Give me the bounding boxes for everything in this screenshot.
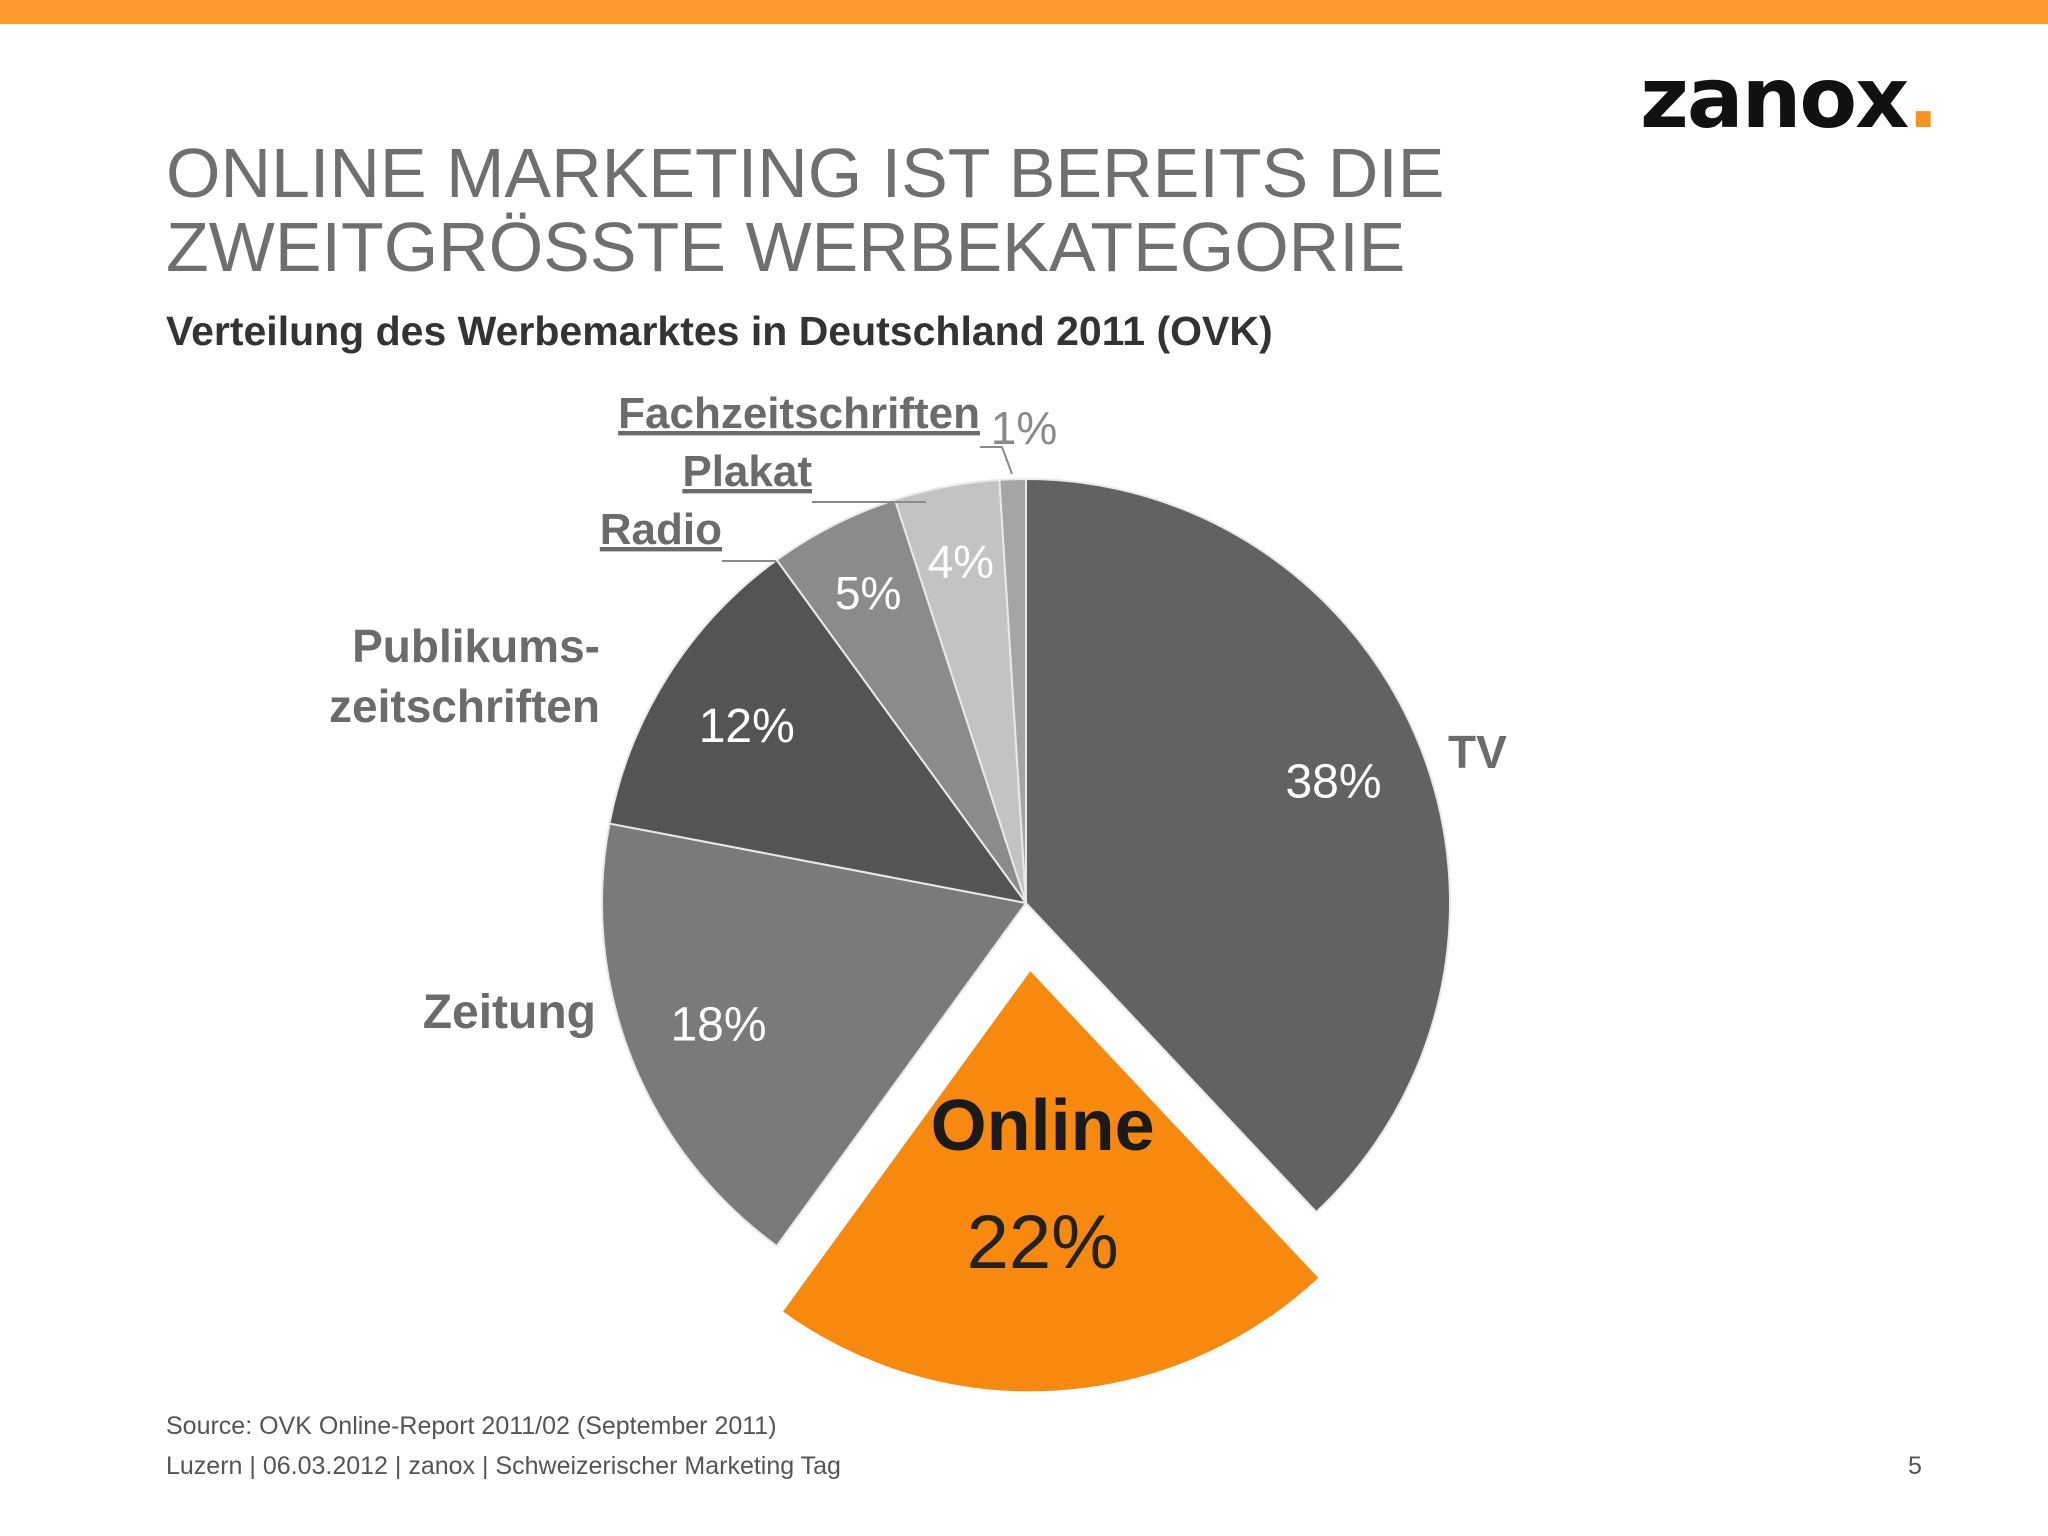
pie-slice-online — [779, 967, 1322, 1395]
category-label-fachzeitschriften: Fachzeitschriften — [618, 389, 980, 438]
slide-title-line-2: ZWEITGRÖSSTE WERBEKATEGORIE — [166, 208, 1406, 286]
pie-slice-fachzeitschriften — [998, 478, 1027, 904]
value-label-tv: 38% — [1285, 755, 1381, 808]
value-label-zeitung: 18% — [670, 999, 766, 1052]
zanox-logo: zanox. — [1640, 56, 1939, 140]
logo-dot: . — [1907, 49, 1939, 147]
category-label-tv: TV — [1448, 726, 1507, 778]
slide-title: ONLINE MARKETING IST BEREITS DIE ZWEITGR… — [166, 136, 1666, 284]
category-label-online: Online — [931, 1086, 1155, 1166]
category-label-zeitung: Zeitung — [423, 986, 596, 1039]
page-number: 5 — [1908, 1452, 1922, 1480]
slide-title-line-1: ONLINE MARKETING IST BEREITS DIE — [166, 134, 1445, 212]
leader-line-fachzeitschriften — [980, 446, 1013, 475]
category-label-publikums-zeitschriften: Publikums-zeitschriften — [329, 620, 600, 732]
category-label-plakat: Plakat — [682, 447, 812, 496]
footer-info: Luzern | 06.03.2012 | zanox | Schweizeri… — [166, 1452, 841, 1480]
pie-slice-publikums-zeitschriften — [608, 558, 1027, 904]
pie-slice-tv — [1025, 478, 1451, 1214]
value-label-online: 22% — [967, 1200, 1119, 1285]
source-note: Source: OVK Online-Report 2011/02 (Septe… — [166, 1412, 777, 1440]
category-label-radio: Radio — [600, 505, 722, 554]
slide-subtitle: Verteilung des Werbemarktes in Deutschla… — [166, 308, 1273, 354]
value-label-publikums-zeitschriften: 12% — [699, 700, 795, 753]
logo-text: zanox — [1640, 49, 1909, 147]
top-accent-bar — [0, 0, 2048, 24]
value-label-fachzeitschriften: 1% — [991, 402, 1057, 454]
pie-slice-zeitung — [601, 822, 1027, 1248]
value-label-radio: 5% — [835, 567, 901, 619]
value-label-plakat: 4% — [928, 535, 994, 587]
